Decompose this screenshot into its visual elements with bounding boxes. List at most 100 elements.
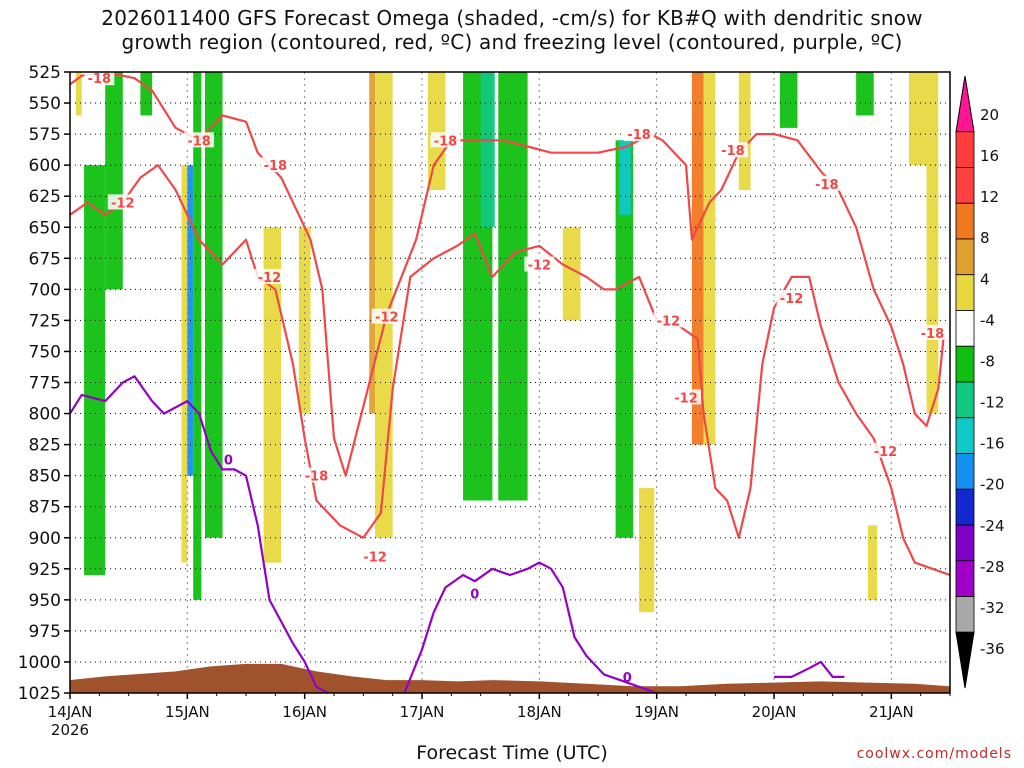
omega-shade-band (738, 72, 751, 190)
contour-label-bg (184, 132, 215, 148)
y-tick-label: 650 (29, 218, 61, 238)
omega-shade-band (298, 227, 311, 414)
colorbar-label: -20 (980, 476, 1005, 494)
contour-label-bg (260, 157, 291, 173)
colorbar-label: 16 (980, 147, 999, 165)
omega-shade-band (615, 140, 634, 538)
dgz-contour-minus12 (69, 164, 951, 577)
dgz-contour-label: -12 (375, 311, 399, 326)
y-tick-label: 625 (29, 187, 61, 207)
contour-label-bg (107, 194, 138, 210)
y-tick-label: 800 (29, 405, 61, 425)
dgz-contour-label: -18 (264, 159, 288, 174)
dgz-contour-label: -12 (363, 550, 387, 565)
omega-shade-band (75, 72, 82, 116)
y-tick-label: 975 (29, 622, 61, 642)
y-tick-label: 525 (29, 63, 61, 83)
contour-label-bg (671, 389, 701, 405)
dgz-contour-label: -18 (305, 470, 329, 485)
contour-label-bg (870, 442, 901, 458)
y-tick-label: 550 (29, 94, 61, 114)
dgz-contour-label: -18 (921, 327, 945, 342)
omega-shade-band (926, 72, 939, 414)
colorbar-segment (955, 488, 975, 526)
colorbar-segment (955, 524, 975, 562)
dgz-contour-label: -18 (627, 128, 651, 143)
y-tick-label: 825 (29, 436, 61, 456)
chart-title: 2026011400 GFS Forecast Omega (shaded, -… (0, 6, 1024, 54)
colorbar-label: -28 (980, 558, 1005, 576)
colorbar-label: -24 (980, 517, 1005, 535)
omega-shade-band (140, 72, 153, 116)
colorbar-label: -32 (980, 599, 1005, 617)
colorbar-label: -12 (980, 394, 1005, 412)
omega-shade-band (691, 72, 704, 445)
y-tick-label: 900 (29, 529, 61, 549)
colorbar-segment (955, 167, 975, 204)
colorbar-segment (955, 202, 975, 240)
omega-shade-band (204, 72, 223, 538)
omega-shade-band (84, 165, 106, 576)
colorbar-segment (955, 274, 975, 311)
colorbar-segment (955, 131, 975, 168)
freezing-level-contour (774, 660, 845, 679)
dgz-contour-label: -12 (657, 314, 681, 329)
omega-shade-band (193, 72, 202, 600)
y-tick-label: 725 (29, 311, 61, 331)
contour-label-bg (360, 548, 391, 564)
omega-shade-band (369, 72, 376, 414)
dgz-contour-label: -12 (780, 292, 804, 307)
x-tick-label: 18JAN (517, 703, 562, 721)
dgz-contour-label: -18 (88, 72, 112, 87)
freezing-contour-label: 0 (470, 588, 479, 603)
omega-shade-band (105, 72, 123, 290)
watermark-url[interactable]: coolwx.com/models (856, 746, 1012, 762)
contour-label-bg (254, 268, 285, 284)
y-tick-label: 850 (29, 467, 61, 487)
colorbar-segment (955, 560, 975, 597)
x-tick-label: 17JAN (400, 703, 445, 721)
y-tick-label: 750 (29, 342, 61, 362)
x-tick-label: 15JAN (165, 703, 210, 721)
colorbar-segment (955, 453, 975, 490)
contour-label-bg (84, 70, 115, 86)
colorbar-segment (955, 381, 975, 419)
y-tick-label: 1000 (18, 653, 61, 673)
dgz-contour-label: -12 (111, 196, 135, 211)
dgz-contour-label: -12 (528, 259, 552, 274)
x-tick-label: 16JAN (282, 703, 327, 721)
freezing-contour-label: 0 (224, 454, 233, 469)
dgz-contour-label: -18 (187, 134, 211, 149)
x-tick-label: 20JAN (752, 703, 797, 721)
y-tick-label: 700 (29, 280, 61, 300)
colorbar-segment (955, 345, 975, 383)
colorbar-segment (955, 238, 975, 276)
contour-label-bg (301, 467, 332, 483)
x-axis-label: Forecast Time (UTC) (416, 742, 608, 764)
chart-title-line2: growth region (contoured, red, ºC) and f… (121, 30, 903, 54)
omega-shade-band (703, 72, 716, 445)
colorbar-label: 4 (980, 270, 990, 288)
dgz-contour-label: -12 (874, 445, 898, 460)
contour-label-bg (524, 256, 555, 272)
contour-label-bg (917, 324, 948, 340)
omega-shade-band (619, 140, 631, 215)
contour-label-bg (624, 126, 655, 142)
omega-shade-band (562, 227, 581, 321)
contour-label-bg (717, 142, 748, 158)
dgz-contour-label: -12 (674, 391, 698, 406)
y-tick-label: 675 (29, 249, 61, 269)
omega-shade-band (908, 72, 927, 166)
omega-shade-band (779, 72, 798, 128)
omega-shade-band (498, 72, 528, 501)
omega-shade-band (867, 525, 878, 600)
colorbar-segment (955, 417, 975, 454)
colorbar-top-arrow (955, 75, 975, 133)
terrain-fill (69, 663, 951, 694)
omega-shade-band (427, 72, 446, 190)
y-tick-label: 600 (29, 156, 61, 176)
omega-shade-band (856, 72, 874, 116)
x-tick-sublabel: 2026 (51, 721, 89, 739)
freezing-level-contour (69, 375, 329, 694)
